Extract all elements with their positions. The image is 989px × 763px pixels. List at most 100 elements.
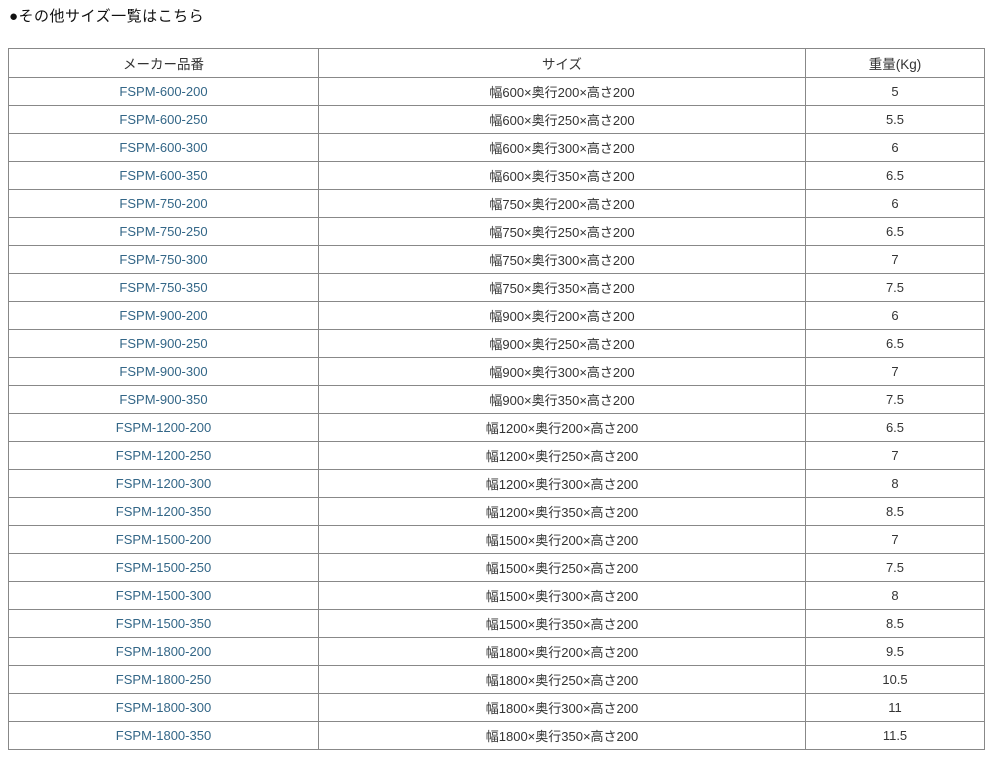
table-row: FSPM-1500-200 幅1500×奥行200×高さ200 7 <box>8 525 985 554</box>
weight-cell: 11.5 <box>805 721 985 750</box>
weight-cell: 7.5 <box>805 385 985 414</box>
part-number-cell: FSPM-1500-200 <box>8 525 319 554</box>
part-number-link[interactable]: FSPM-600-300 <box>119 140 208 155</box>
part-number-link[interactable]: FSPM-1500-300 <box>115 588 212 603</box>
part-number-link[interactable]: FSPM-1500-200 <box>115 532 212 547</box>
part-number-link[interactable]: FSPM-750-350 <box>119 280 208 295</box>
part-number-cell: FSPM-1200-300 <box>8 469 319 498</box>
part-number-link[interactable]: FSPM-750-300 <box>119 252 208 267</box>
size-cell: 幅1800×奥行350×高さ200 <box>318 721 806 750</box>
part-number-cell: FSPM-1200-350 <box>8 497 319 526</box>
weight-cell: 7 <box>805 441 985 470</box>
table-row: FSPM-1800-350 幅1800×奥行350×高さ200 11.5 <box>8 721 985 750</box>
size-cell: 幅1800×奥行300×高さ200 <box>318 693 806 722</box>
size-cell: 幅900×奥行250×高さ200 <box>318 329 806 358</box>
weight-cell: 7 <box>805 245 985 274</box>
weight-cell: 8 <box>805 581 985 610</box>
table-row: FSPM-1200-250 幅1200×奥行250×高さ200 7 <box>8 441 985 470</box>
weight-cell: 7 <box>805 525 985 554</box>
weight-cell: 9.5 <box>805 637 985 666</box>
table-row: FSPM-750-300 幅750×奥行300×高さ200 7 <box>8 245 985 274</box>
part-number-link[interactable]: FSPM-1800-250 <box>115 672 212 687</box>
part-number-link[interactable]: FSPM-1200-250 <box>115 448 212 463</box>
part-number-link[interactable]: FSPM-900-300 <box>119 364 208 379</box>
part-number-link[interactable]: FSPM-900-200 <box>119 308 208 323</box>
size-cell: 幅1500×奥行300×高さ200 <box>318 581 806 610</box>
part-number-cell: FSPM-900-350 <box>8 385 319 414</box>
weight-cell: 8.5 <box>805 609 985 638</box>
part-number-link[interactable]: FSPM-1800-350 <box>115 728 212 743</box>
part-number-link[interactable]: FSPM-1800-300 <box>115 700 212 715</box>
size-cell: 幅900×奥行300×高さ200 <box>318 357 806 386</box>
table-row: FSPM-1500-350 幅1500×奥行350×高さ200 8.5 <box>8 609 985 638</box>
weight-cell: 6.5 <box>805 413 985 442</box>
table-row: FSPM-1200-200 幅1200×奥行200×高さ200 6.5 <box>8 413 985 442</box>
weight-cell: 6.5 <box>805 161 985 190</box>
part-number-link[interactable]: FSPM-600-350 <box>119 168 208 183</box>
part-number-cell: FSPM-900-200 <box>8 301 319 330</box>
table-row: FSPM-600-300 幅600×奥行300×高さ200 6 <box>8 133 985 162</box>
size-cell: 幅750×奥行300×高さ200 <box>318 245 806 274</box>
part-number-link[interactable]: FSPM-900-350 <box>119 392 208 407</box>
weight-cell: 8 <box>805 469 985 498</box>
part-number-cell: FSPM-750-200 <box>8 189 319 218</box>
part-number-link[interactable]: FSPM-1200-350 <box>115 504 212 519</box>
table-row: FSPM-600-250 幅600×奥行250×高さ200 5.5 <box>8 105 985 134</box>
part-number-link[interactable]: FSPM-1200-300 <box>115 476 212 491</box>
size-cell: 幅600×奥行250×高さ200 <box>318 105 806 134</box>
table-row: FSPM-750-250 幅750×奥行250×高さ200 6.5 <box>8 217 985 246</box>
part-number-cell: FSPM-1800-350 <box>8 721 319 750</box>
table-row: FSPM-900-200 幅900×奥行200×高さ200 6 <box>8 301 985 330</box>
part-number-cell: FSPM-1500-350 <box>8 609 319 638</box>
size-cell: 幅600×奥行300×高さ200 <box>318 133 806 162</box>
part-number-cell: FSPM-1800-250 <box>8 665 319 694</box>
table-row: FSPM-1200-350 幅1200×奥行350×高さ200 8.5 <box>8 497 985 526</box>
weight-cell: 8.5 <box>805 497 985 526</box>
part-number-cell: FSPM-1500-250 <box>8 553 319 582</box>
part-number-link[interactable]: FSPM-1200-200 <box>115 420 212 435</box>
part-number-cell: FSPM-900-250 <box>8 329 319 358</box>
size-cell: 幅750×奥行250×高さ200 <box>318 217 806 246</box>
table-row: FSPM-1500-250 幅1500×奥行250×高さ200 7.5 <box>8 553 985 582</box>
size-cell: 幅750×奥行200×高さ200 <box>318 189 806 218</box>
part-number-link[interactable]: FSPM-600-250 <box>119 112 208 127</box>
part-number-link[interactable]: FSPM-900-250 <box>119 336 208 351</box>
table-row: FSPM-1800-250 幅1800×奥行250×高さ200 10.5 <box>8 665 985 694</box>
weight-cell: 10.5 <box>805 665 985 694</box>
part-number-link[interactable]: FSPM-750-200 <box>119 196 208 211</box>
part-number-cell: FSPM-1800-200 <box>8 637 319 666</box>
part-number-cell: FSPM-1800-300 <box>8 693 319 722</box>
table-row: FSPM-1800-200 幅1800×奥行200×高さ200 9.5 <box>8 637 985 666</box>
size-cell: 幅1500×奥行250×高さ200 <box>318 553 806 582</box>
weight-cell: 6 <box>805 301 985 330</box>
part-number-cell: FSPM-750-250 <box>8 217 319 246</box>
size-cell: 幅1200×奥行350×高さ200 <box>318 497 806 526</box>
part-number-link[interactable]: FSPM-1500-250 <box>115 560 212 575</box>
part-number-cell: FSPM-600-200 <box>8 77 319 106</box>
part-number-cell: FSPM-750-300 <box>8 245 319 274</box>
column-header-part-number: メーカー品番 <box>8 48 319 78</box>
size-cell: 幅600×奥行350×高さ200 <box>318 161 806 190</box>
part-number-link[interactable]: FSPM-750-250 <box>119 224 208 239</box>
part-number-link[interactable]: FSPM-1800-200 <box>115 644 212 659</box>
table-row: FSPM-750-350 幅750×奥行350×高さ200 7.5 <box>8 273 985 302</box>
part-number-link[interactable]: FSPM-600-200 <box>119 84 208 99</box>
weight-cell: 6 <box>805 189 985 218</box>
table-row: FSPM-600-200 幅600×奥行200×高さ200 5 <box>8 77 985 106</box>
table-row: FSPM-900-250 幅900×奥行250×高さ200 6.5 <box>8 329 985 358</box>
part-number-link[interactable]: FSPM-1500-350 <box>115 616 212 631</box>
weight-cell: 6.5 <box>805 329 985 358</box>
table-row: FSPM-750-200 幅750×奥行200×高さ200 6 <box>8 189 985 218</box>
weight-cell: 6.5 <box>805 217 985 246</box>
size-cell: 幅1200×奥行250×高さ200 <box>318 441 806 470</box>
part-number-cell: FSPM-750-350 <box>8 273 319 302</box>
size-cell: 幅1800×奥行200×高さ200 <box>318 637 806 666</box>
weight-cell: 5.5 <box>805 105 985 134</box>
part-number-cell: FSPM-600-350 <box>8 161 319 190</box>
weight-cell: 11 <box>805 693 985 722</box>
weight-cell: 7 <box>805 357 985 386</box>
part-number-cell: FSPM-600-250 <box>8 105 319 134</box>
weight-cell: 7.5 <box>805 273 985 302</box>
table-row: FSPM-1200-300 幅1200×奥行300×高さ200 8 <box>8 469 985 498</box>
